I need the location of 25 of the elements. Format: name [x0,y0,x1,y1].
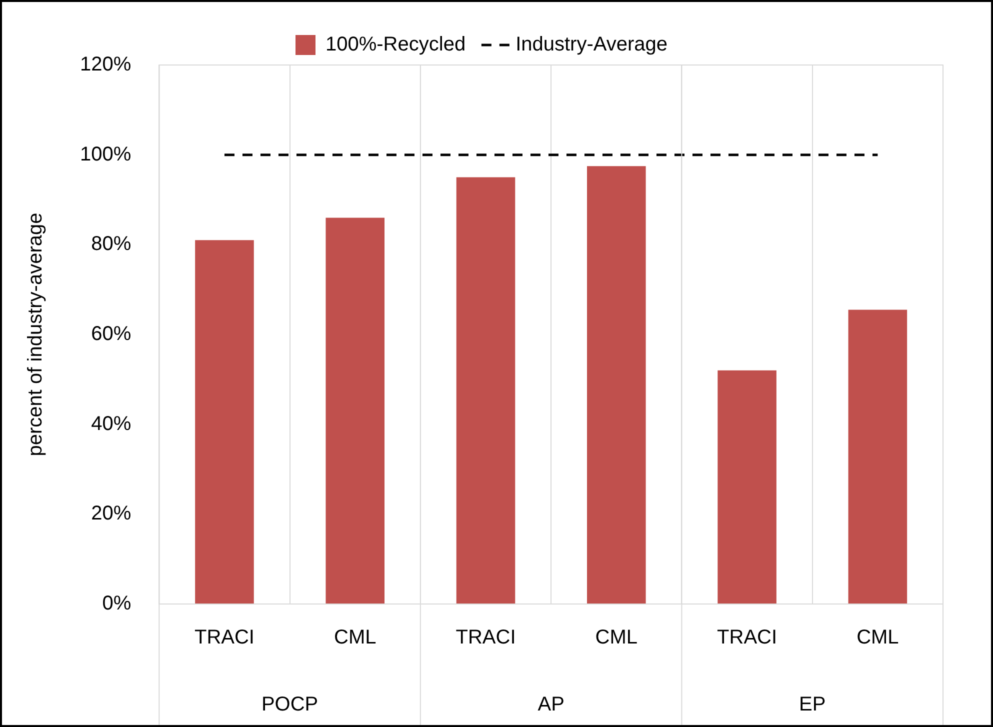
y-tick-label: 40% [91,412,132,435]
y-tick-label: 0% [102,592,132,615]
x-tick-label: CML [595,626,638,649]
x-tick-label: TRACI [194,626,254,649]
bar [718,370,776,604]
legend-label: 100%-Recycled [326,34,466,56]
bar [587,166,646,604]
x-tick-label: TRACI [456,626,516,649]
bar [326,218,385,604]
bar [456,177,516,604]
y-tick-label: 20% [91,502,132,525]
bar [848,310,908,604]
y-tick-label: 80% [91,233,132,256]
x-tick-label: TRACI [717,626,778,649]
bar [195,240,254,604]
text: AP [538,694,564,716]
y-axis-title: percent of industry-average [24,212,47,456]
text: POCP [261,694,318,716]
y-tick-label: 100% [80,143,132,166]
x-tick-label: CML [856,626,899,649]
text: EP [799,694,826,716]
y-tick-label: 120% [80,54,132,76]
x-tick-label: CML [334,626,376,649]
y-tick-label: 60% [91,323,132,346]
legend-label: Industry-Average [516,34,668,56]
